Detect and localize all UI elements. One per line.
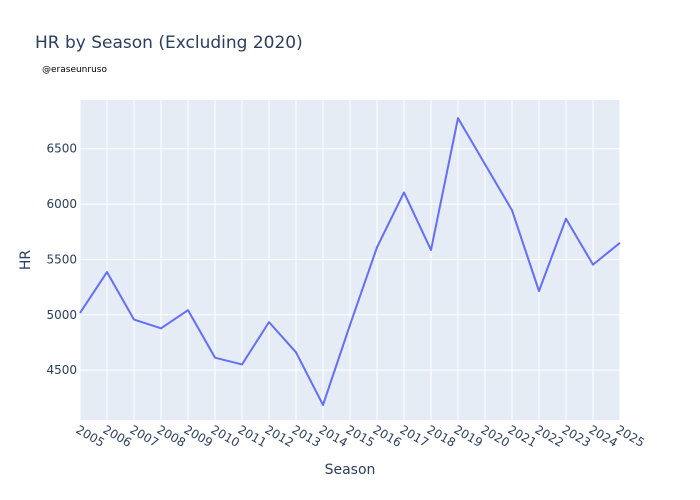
x-tick-label-2021: 2021 xyxy=(506,422,539,449)
y-tick-label-5000: 5000 xyxy=(46,308,77,322)
x-tick-label-2018: 2018 xyxy=(425,422,458,449)
series-line-hr xyxy=(79,117,621,406)
x-tick-label-2008: 2008 xyxy=(155,422,188,449)
y-tick-label-5500: 5500 xyxy=(46,252,77,266)
x-tick-label-2025: 2025 xyxy=(614,422,647,449)
x-tick-label-2010: 2010 xyxy=(209,422,242,449)
y-tick-label-6500: 6500 xyxy=(46,142,77,156)
x-tick-label-2019: 2019 xyxy=(452,422,485,449)
x-tick-label-2024: 2024 xyxy=(587,422,620,449)
y-tick-label-4500: 4500 xyxy=(46,363,77,377)
x-tick-label-2022: 2022 xyxy=(533,422,566,449)
x-tick-label-2012: 2012 xyxy=(263,422,296,449)
x-tick-label-2009: 2009 xyxy=(182,422,215,449)
y-tick-label-6000: 6000 xyxy=(46,197,77,211)
x-tick-label-2023: 2023 xyxy=(560,422,593,449)
y-tick-labels: 4500 5000 5500 6000 6500 xyxy=(46,142,77,377)
x-tick-label-2005: 2005 xyxy=(74,422,107,449)
chart-title: HR by Season (Excluding 2020) xyxy=(35,33,303,53)
y-axis-title: HR xyxy=(18,250,34,271)
x-tick-label-2017: 2017 xyxy=(398,422,431,449)
x-tick-label-2015: 2015 xyxy=(344,422,377,449)
x-tick-label-2014: 2014 xyxy=(317,422,350,449)
x-tick-label-2007: 2007 xyxy=(128,422,161,449)
x-axis-title: Season xyxy=(325,462,376,478)
x-tick-label-2016: 2016 xyxy=(371,422,404,449)
horizontal-gridlines xyxy=(80,148,620,371)
chart-subtitle: @eraseunruso xyxy=(42,65,107,75)
x-tick-label-2020: 2020 xyxy=(479,422,512,449)
x-tick-labels: 2005200620072008200920102011201220132014… xyxy=(74,422,647,449)
x-tick-label-2006: 2006 xyxy=(101,422,134,449)
vertical-gridlines xyxy=(79,100,621,420)
x-tick-label-2013: 2013 xyxy=(290,422,323,449)
x-tick-label-2011: 2011 xyxy=(236,422,269,449)
